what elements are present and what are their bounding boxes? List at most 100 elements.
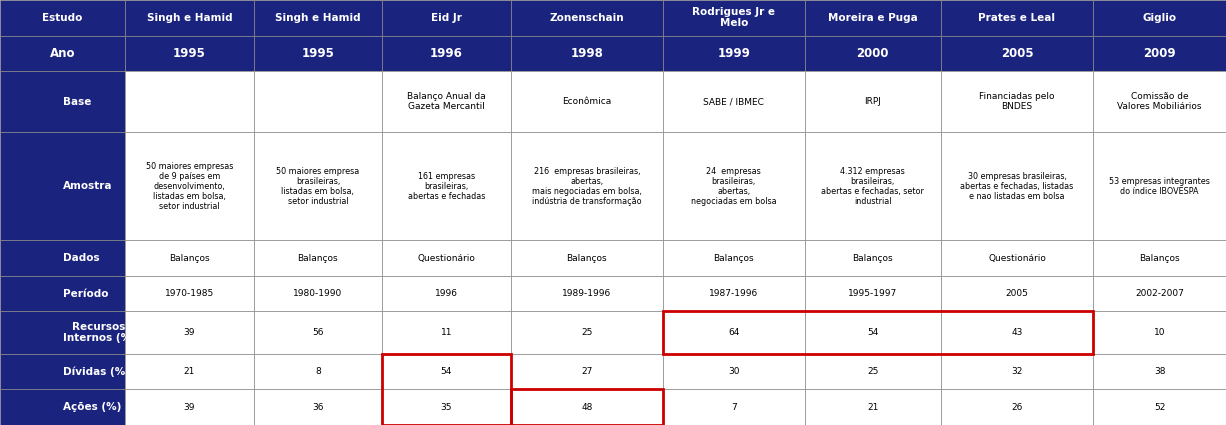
Bar bbox=[0, 276, 125, 312]
Text: 43: 43 bbox=[1011, 328, 1022, 337]
Bar bbox=[254, 71, 383, 132]
Text: Período: Período bbox=[63, 289, 108, 299]
Text: 50 maiores empresa
brasileiras,
listadas em bolsa,
setor industrial: 50 maiores empresa brasileiras, listadas… bbox=[276, 167, 359, 206]
Text: 1996: 1996 bbox=[435, 289, 459, 298]
Bar bbox=[663, 240, 804, 276]
Text: Base: Base bbox=[63, 97, 91, 107]
Text: Prates e Leal: Prates e Leal bbox=[978, 13, 1056, 23]
Bar bbox=[940, 389, 1094, 425]
Text: Estudo: Estudo bbox=[43, 13, 83, 23]
Bar bbox=[804, 240, 940, 276]
Bar bbox=[125, 240, 254, 276]
Bar bbox=[254, 240, 383, 276]
Text: Giglio: Giglio bbox=[1143, 13, 1177, 23]
Bar bbox=[383, 276, 511, 312]
Bar bbox=[254, 132, 383, 240]
Bar bbox=[663, 312, 804, 354]
Bar bbox=[0, 0, 125, 36]
Text: 25: 25 bbox=[581, 328, 592, 337]
Bar bbox=[1094, 312, 1226, 354]
Text: 2005: 2005 bbox=[1000, 47, 1034, 60]
Bar bbox=[254, 312, 383, 354]
Text: 25: 25 bbox=[867, 367, 878, 376]
Bar bbox=[254, 389, 383, 425]
Bar bbox=[511, 240, 663, 276]
Bar bbox=[125, 354, 254, 389]
Text: 1970-1985: 1970-1985 bbox=[164, 289, 215, 298]
Bar bbox=[511, 354, 663, 389]
Bar bbox=[254, 36, 383, 71]
Text: Balanços: Balanços bbox=[566, 253, 607, 263]
Bar bbox=[1094, 0, 1226, 36]
Text: 24  empresas
brasileiras,
abertas,
negociadas em bolsa: 24 empresas brasileiras, abertas, negoci… bbox=[691, 167, 776, 206]
Bar bbox=[511, 312, 663, 354]
Text: Recursos
Internos (%): Recursos Internos (%) bbox=[63, 322, 136, 343]
Text: Balanços: Balanços bbox=[714, 253, 754, 263]
Text: 11: 11 bbox=[440, 328, 452, 337]
Text: Singh e Hamid: Singh e Hamid bbox=[275, 13, 360, 23]
Text: 21: 21 bbox=[867, 402, 878, 412]
Bar bbox=[383, 0, 511, 36]
Bar bbox=[383, 240, 511, 276]
Bar bbox=[383, 71, 511, 132]
Bar bbox=[0, 240, 125, 276]
Bar bbox=[0, 389, 125, 425]
Text: 1999: 1999 bbox=[717, 47, 750, 60]
Bar bbox=[663, 0, 804, 36]
Text: Ano: Ano bbox=[50, 47, 75, 60]
Text: IRPJ: IRPJ bbox=[864, 97, 881, 106]
Bar bbox=[0, 71, 125, 132]
Bar bbox=[804, 389, 940, 425]
Bar bbox=[940, 71, 1094, 132]
Text: 53 empresas integrantes
do índice IBOVESPA: 53 empresas integrantes do índice IBOVES… bbox=[1110, 177, 1210, 196]
Bar bbox=[125, 132, 254, 240]
Bar bbox=[940, 276, 1094, 312]
Bar bbox=[940, 132, 1094, 240]
Bar bbox=[1094, 354, 1226, 389]
Text: Eid Jr: Eid Jr bbox=[432, 13, 462, 23]
Bar bbox=[511, 0, 663, 36]
Text: 38: 38 bbox=[1154, 367, 1166, 376]
Text: 7: 7 bbox=[731, 402, 737, 412]
Text: 1998: 1998 bbox=[570, 47, 603, 60]
Text: 48: 48 bbox=[581, 402, 592, 412]
Bar bbox=[254, 0, 383, 36]
Bar bbox=[940, 240, 1094, 276]
Text: 8: 8 bbox=[315, 367, 321, 376]
Bar bbox=[125, 312, 254, 354]
Bar bbox=[940, 354, 1094, 389]
Text: Dados: Dados bbox=[63, 253, 99, 263]
Text: 2009: 2009 bbox=[1144, 47, 1176, 60]
Text: Balanços: Balanços bbox=[169, 253, 210, 263]
Bar bbox=[804, 36, 940, 71]
Bar bbox=[1094, 36, 1226, 71]
Bar bbox=[0, 36, 125, 71]
Text: 10: 10 bbox=[1154, 328, 1166, 337]
Bar bbox=[125, 71, 254, 132]
Bar bbox=[254, 276, 383, 312]
Bar bbox=[0, 312, 125, 354]
Text: 39: 39 bbox=[184, 402, 195, 412]
Bar bbox=[383, 36, 511, 71]
Bar bbox=[383, 312, 511, 354]
Text: 4.312 empresas
brasileiras,
abertas e fechadas, setor
industrial: 4.312 empresas brasileiras, abertas e fe… bbox=[821, 167, 924, 206]
Bar bbox=[804, 354, 940, 389]
Bar bbox=[663, 71, 804, 132]
Text: SABE / IBMEC: SABE / IBMEC bbox=[704, 97, 764, 106]
Bar bbox=[125, 276, 254, 312]
Bar bbox=[125, 0, 254, 36]
Bar bbox=[804, 0, 940, 36]
Text: 27: 27 bbox=[581, 367, 592, 376]
Bar bbox=[511, 36, 663, 71]
Text: 1995: 1995 bbox=[302, 47, 335, 60]
Text: Questionário: Questionário bbox=[988, 253, 1046, 263]
Text: Comissão de
Valores Mobiliários: Comissão de Valores Mobiliários bbox=[1117, 92, 1201, 111]
Bar bbox=[1094, 71, 1226, 132]
Text: Ações (%): Ações (%) bbox=[63, 402, 121, 412]
Text: 1996: 1996 bbox=[430, 47, 463, 60]
Text: Balanço Anual da
Gazeta Mercantil: Balanço Anual da Gazeta Mercantil bbox=[407, 92, 485, 111]
Text: 1995-1997: 1995-1997 bbox=[848, 289, 897, 298]
Text: 1989-1996: 1989-1996 bbox=[563, 289, 612, 298]
Text: Rodrigues Jr e
Melo: Rodrigues Jr e Melo bbox=[693, 7, 775, 28]
Bar bbox=[383, 389, 511, 425]
